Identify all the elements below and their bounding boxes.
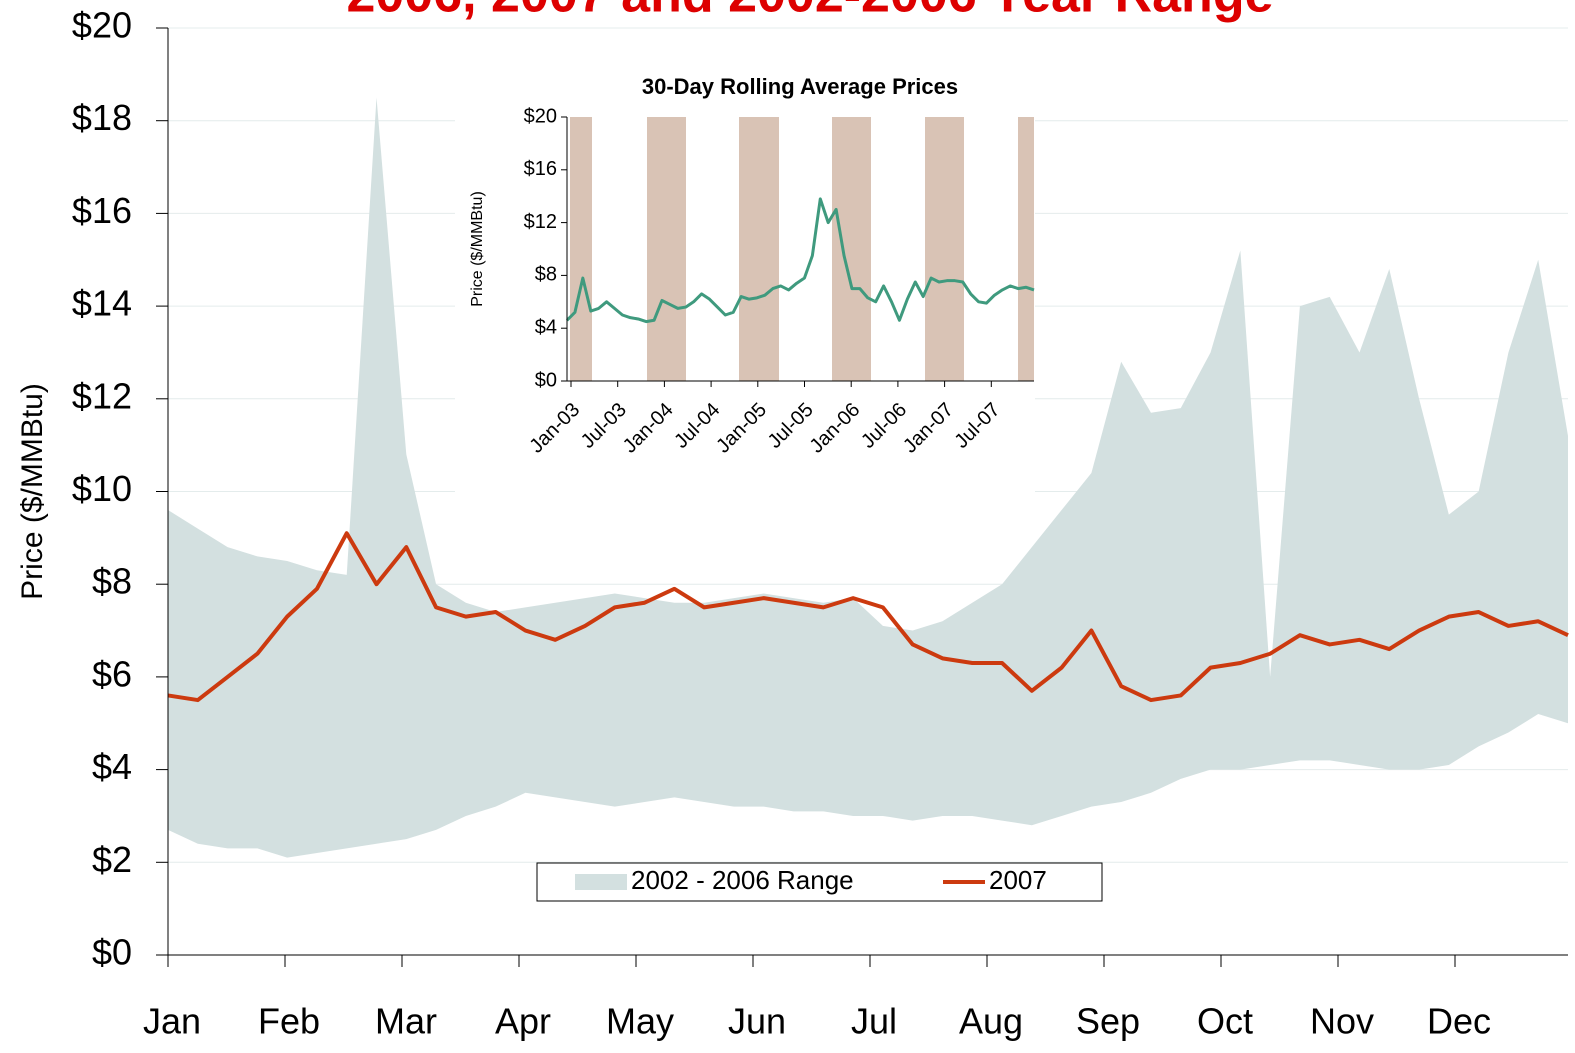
- legend-label: 2002 - 2006 Range: [631, 865, 854, 895]
- x-tick-label: Apr: [495, 1001, 551, 1042]
- y-tick-label: $20: [72, 5, 132, 46]
- inset-bands: [570, 117, 1034, 381]
- series-line: [565, 197, 1035, 324]
- y-tick-label: $8: [92, 561, 132, 602]
- y-tick-label: $12: [524, 211, 557, 233]
- chart-title: 2006, 2007 and 2002-2006 Year Range: [346, 0, 1273, 24]
- legend-box: [536, 862, 1103, 902]
- y-tick-label: $0: [535, 369, 557, 391]
- chart-title: 30-Day Rolling Average Prices: [642, 74, 958, 99]
- y-tick-label: $20: [524, 105, 557, 127]
- y-tick-label: $4: [92, 746, 132, 787]
- x-tick-label: Dec: [1427, 1001, 1491, 1042]
- x-tick-label: Aug: [959, 1001, 1023, 1042]
- y-tick-label: $8: [535, 264, 557, 286]
- season-band: [925, 117, 964, 381]
- y-tick-label: $4: [535, 316, 557, 338]
- season-band: [570, 117, 592, 381]
- series-line: [167, 531, 1569, 703]
- y-tick-label: $18: [72, 97, 132, 138]
- y-tick-label: $16: [524, 158, 557, 180]
- legend-swatch: [575, 874, 627, 890]
- y-axis-label: Price ($/MMBtu): [16, 383, 49, 600]
- x-tick-label: Nov: [1310, 1001, 1374, 1042]
- y-tick-label: $6: [92, 653, 132, 694]
- x-tick-label: Jul: [851, 1001, 897, 1042]
- x-tick-label: Jun: [728, 1001, 786, 1042]
- x-tick-label: Sep: [1076, 1001, 1140, 1042]
- main-chart: 2006, 2007 and 2002-2006 Year Range Price…: [16, 0, 1569, 1042]
- season-band: [739, 117, 779, 381]
- x-tick-label: Jan: [143, 1001, 201, 1042]
- season-band: [1018, 117, 1034, 381]
- season-band: [647, 117, 686, 381]
- x-tick-label: Oct: [1197, 1001, 1253, 1042]
- legend-label: 2007: [989, 865, 1047, 895]
- x-tick-label: Feb: [258, 1001, 320, 1042]
- y-axis-label: Price ($/MMBtu): [469, 191, 486, 307]
- y-tick-label: $12: [72, 375, 132, 416]
- y-tick-label: $10: [72, 468, 132, 509]
- season-band: [832, 117, 871, 381]
- y-tick-label: $2: [92, 839, 132, 880]
- y-tick-label: $0: [92, 932, 132, 973]
- y-tick-label: $14: [72, 283, 132, 324]
- y-tick-label: $16: [72, 190, 132, 231]
- x-tick-label: Mar: [375, 1001, 437, 1042]
- x-tick-label: May: [606, 1001, 674, 1042]
